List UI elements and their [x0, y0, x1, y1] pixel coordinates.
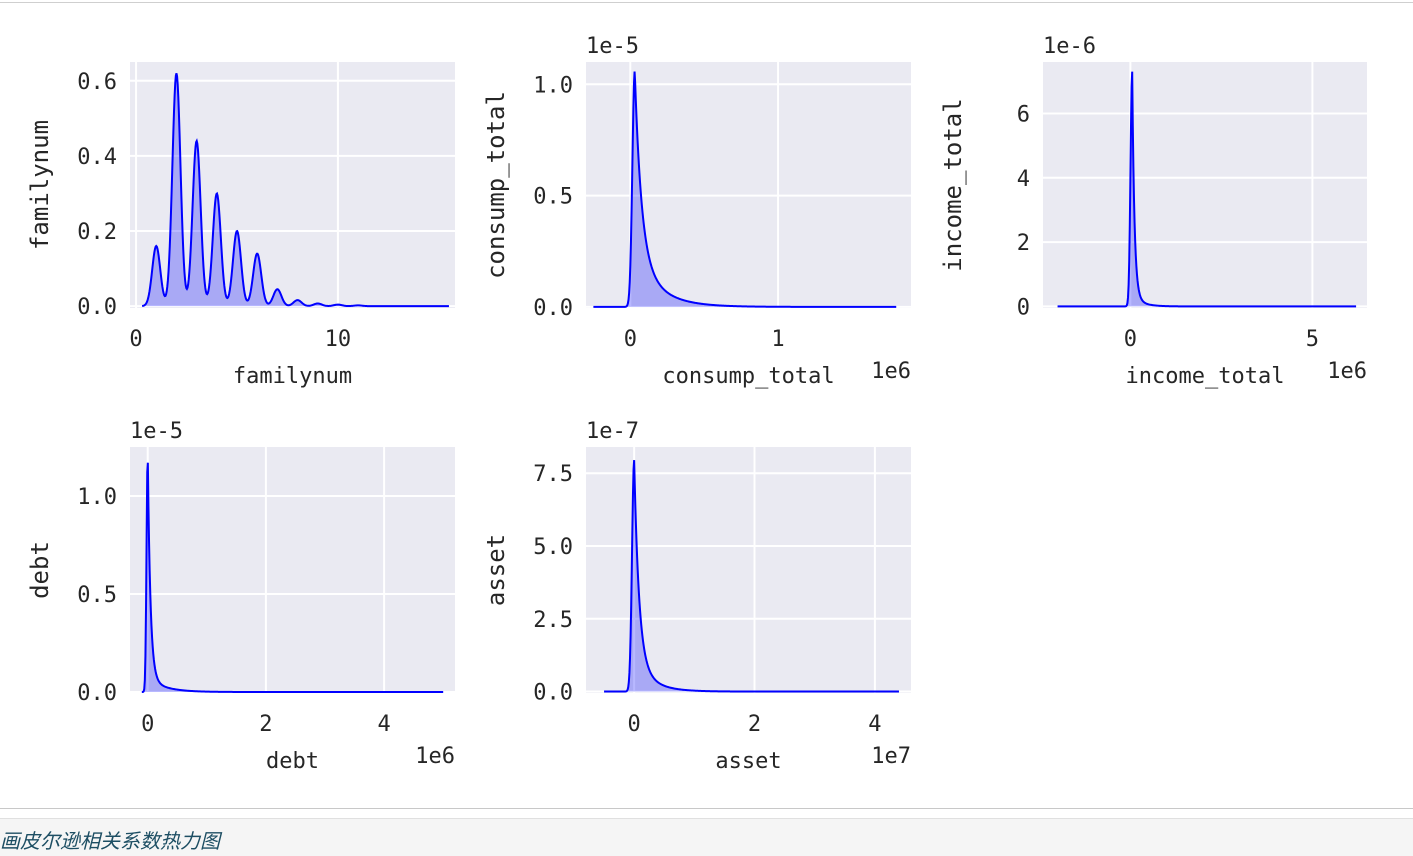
x-tick-label: 0: [129, 327, 142, 352]
x-axis-label: consump_total: [662, 364, 834, 389]
plot-area: [130, 447, 455, 693]
subplot-4: 0 2 4 0.0 0.5 1.0 debt debt 1e-5 1e6: [26, 419, 455, 774]
y-axis-label: asset: [482, 534, 510, 606]
top-divider: [0, 2, 1413, 3]
x-tick-label: 0: [141, 712, 154, 737]
density-line: [141, 462, 444, 694]
density-line: [604, 460, 899, 693]
y-tick-label: 0: [1017, 295, 1030, 320]
x-tick-label: 0: [1124, 327, 1137, 352]
y-tick-label: 0.0: [533, 681, 573, 706]
x-tick-label: 5: [1306, 327, 1319, 352]
y-axis-label: income_total: [939, 98, 967, 271]
y-tick-label: 0.0: [77, 295, 117, 320]
subplot-2: 0 1 0.0 0.5 1.0 consump_total consump_total 1e-…: [482, 34, 911, 389]
y-offset-text: 1e-5: [586, 34, 639, 59]
y-tick-label: 1.0: [533, 73, 573, 98]
x-axis-label: income_total: [1126, 364, 1285, 389]
y-tick-label: 1.0: [77, 485, 117, 510]
subplot-5: 0 2 4 0.0 2.5 5.0 7.5 asset asset 1e-7 1e7: [482, 419, 911, 774]
x-offset-text: 1e6: [415, 744, 455, 769]
cell-divider: [0, 808, 1413, 809]
plot-area: [1043, 62, 1367, 308]
y-tick-label: 4: [1017, 167, 1030, 192]
x-tick-label: 4: [868, 712, 881, 737]
subplot-3: 0 5 0 2 4 6 income_total income_total 1e-6 1e6: [939, 34, 1367, 389]
x-tick-label: 4: [377, 712, 390, 737]
x-offset-text: 1e7: [871, 744, 911, 769]
density-line: [593, 71, 897, 308]
x-tick-label: 1: [771, 327, 784, 352]
y-offset-text: 1e-5: [130, 419, 183, 444]
y-tick-label: 7.5: [533, 462, 573, 487]
y-tick-label: 2.5: [533, 608, 573, 633]
x-axis-label: familynum: [233, 364, 352, 389]
y-tick-label: 6: [1017, 102, 1030, 127]
x-tick-label: 0: [628, 712, 641, 737]
subplot-1: 0 10 0.0 0.2 0.4 0.6 familynum familynum: [26, 62, 455, 389]
y-axis-label: familynum: [26, 120, 54, 250]
y-tick-label: 0.5: [533, 185, 573, 210]
markdown-cell[interactable]: 画皮尔逊相关系数热力图: [0, 818, 1413, 856]
y-tick-label: 2: [1017, 231, 1030, 256]
plot-area: [586, 447, 911, 693]
x-offset-text: 1e6: [1327, 359, 1367, 384]
x-tick-label: 0: [624, 327, 637, 352]
x-axis-label: debt: [266, 749, 319, 774]
x-tick-label: 10: [325, 327, 352, 352]
x-tick-label: 2: [259, 712, 272, 737]
y-offset-text: 1e-7: [586, 419, 639, 444]
y-tick-label: 0.0: [77, 681, 117, 706]
y-offset-text: 1e-6: [1043, 34, 1096, 59]
y-tick-label: 0.0: [533, 296, 573, 321]
x-axis-label: asset: [715, 749, 781, 774]
density-fill: [142, 73, 449, 307]
x-tick-label: 2: [748, 712, 761, 737]
y-tick-label: 5.0: [533, 535, 573, 560]
y-tick-label: 0.5: [77, 583, 117, 608]
y-axis-label: consump_total: [482, 91, 510, 279]
density-line: [141, 73, 449, 308]
caption-text: 画皮尔逊相关系数热力图: [0, 829, 220, 853]
kde-subplot-figure: 0 10 0.0 0.2 0.4 0.6 familynum familynum 0 1 0.0 0.…: [26, 34, 1367, 774]
y-tick-label: 0.6: [77, 70, 117, 95]
y-tick-label: 0.2: [77, 220, 117, 245]
x-offset-text: 1e6: [871, 359, 911, 384]
y-tick-label: 0.4: [77, 145, 117, 170]
y-axis-label: debt: [26, 541, 54, 599]
density-line: [1057, 71, 1357, 308]
